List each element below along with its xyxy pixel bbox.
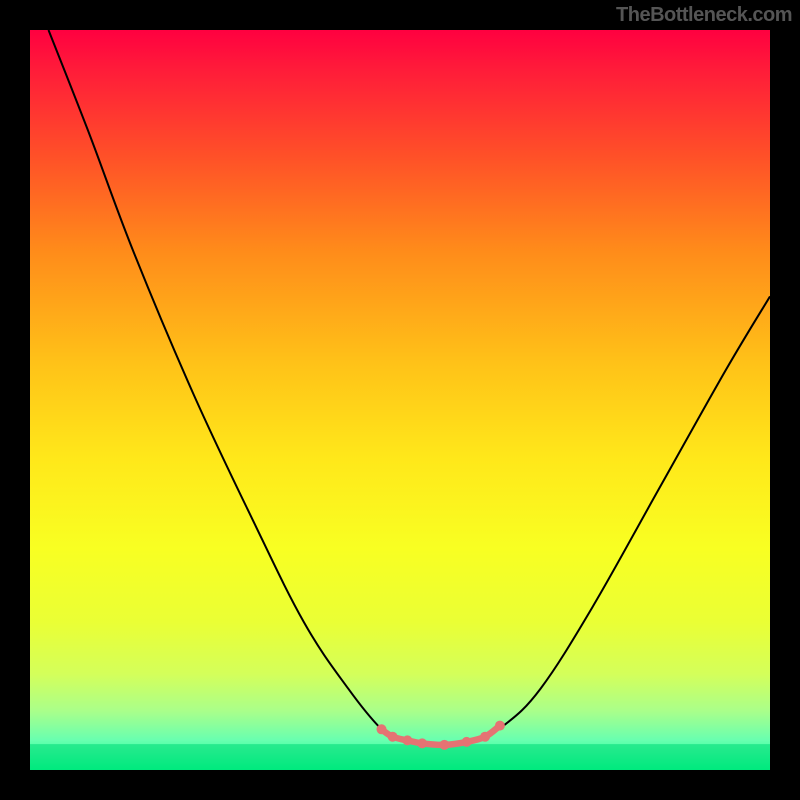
bottleneck-valley-dot (462, 737, 472, 747)
bottleneck-valley-dot (480, 732, 490, 742)
chart-container: TheBottleneck.com (0, 0, 800, 800)
bottleneck-valley-dot (495, 721, 505, 731)
bottleneck-valley-dot (417, 738, 427, 748)
bottleneck-valley-dot (388, 732, 398, 742)
watermark-label: TheBottleneck.com (616, 4, 792, 27)
bottleneck-chart (0, 0, 800, 800)
chart-bottom-band (30, 744, 770, 770)
bottleneck-valley-dot (439, 740, 449, 750)
chart-gradient-background (30, 30, 770, 770)
bottleneck-valley-dot (402, 735, 412, 745)
bottleneck-valley-dot (377, 724, 387, 734)
